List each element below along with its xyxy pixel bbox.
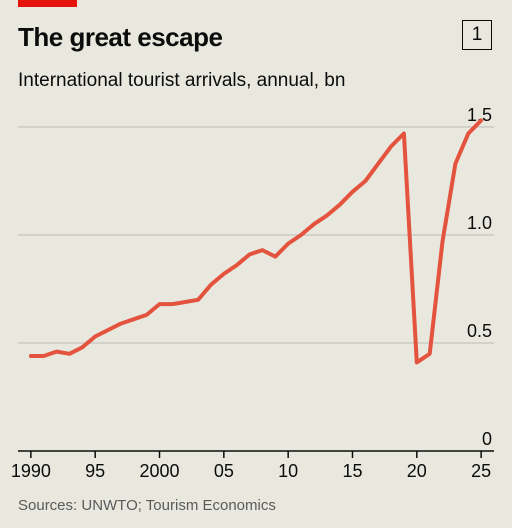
x-tick-label: 1990 bbox=[11, 461, 51, 481]
chart-title: The great escape bbox=[18, 22, 223, 52]
y-tick-label: 0.5 bbox=[467, 321, 492, 341]
x-tick-label: 15 bbox=[342, 461, 362, 481]
gridlines bbox=[18, 126, 494, 344]
series-line-0 bbox=[28, 118, 484, 365]
series-layer bbox=[28, 118, 484, 365]
accent-bar bbox=[18, 0, 77, 7]
source-note: Sources: UNWTO; Tourism Economics bbox=[18, 497, 276, 514]
y-tick-label: 0 bbox=[482, 429, 492, 449]
x-tick-label: 10 bbox=[278, 461, 298, 481]
x-tick-label: 25 bbox=[471, 461, 491, 481]
chart-number-badge: 1 bbox=[462, 20, 492, 50]
x-tick-label: 2000 bbox=[139, 461, 179, 481]
chart-subtitle: International tourist arrivals, annual, … bbox=[18, 70, 346, 91]
y-axis-ticks: 0 0.5 1.0 1.5 bbox=[467, 105, 492, 449]
x-tick-label: 95 bbox=[85, 461, 105, 481]
x-tick-label: 05 bbox=[214, 461, 234, 481]
y-tick-label: 1.5 bbox=[467, 105, 492, 125]
x-axis-ticks: 1990 95 2000 05 10 15 20 25 bbox=[11, 450, 494, 481]
x-tick-label: 20 bbox=[407, 461, 427, 481]
y-tick-label: 1.0 bbox=[467, 213, 492, 233]
